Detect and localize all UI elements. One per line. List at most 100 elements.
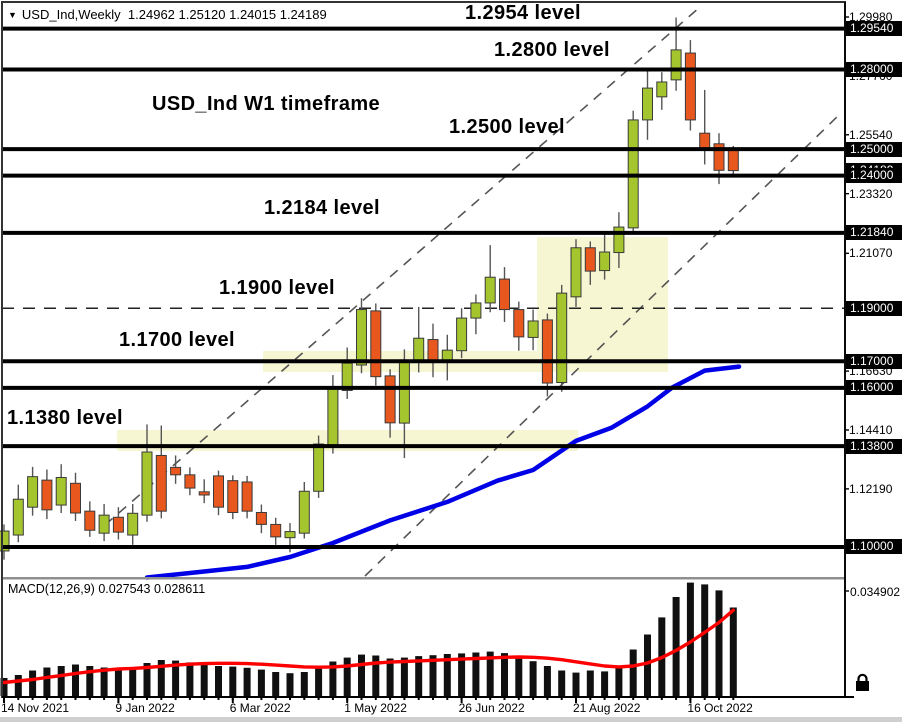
time-axis-label: 16 Oct 2022	[687, 701, 753, 715]
pane-divider[interactable]	[2, 577, 845, 580]
candle-body	[198, 491, 210, 496]
time-axis-label: 26 Jun 2022	[458, 701, 525, 715]
candle-body	[155, 454, 167, 512]
macd-histogram-bar	[615, 666, 623, 696]
macd-histogram-bar	[172, 660, 180, 696]
candle-body	[356, 309, 367, 366]
candle-body	[12, 498, 24, 536]
macd-signal-line	[2, 608, 735, 685]
time-axis-label: 14 Nov 2021	[1, 701, 70, 715]
macd-histogram-bar	[43, 667, 51, 696]
candle-body	[613, 226, 625, 254]
candle-body	[41, 479, 53, 511]
lock-icon	[856, 673, 869, 691]
macd-histogram-bar	[72, 664, 79, 696]
candle-body	[670, 49, 682, 81]
chart-symbol-period: USD_Ind,Weekly	[21, 7, 121, 22]
macd-histogram-bar	[672, 597, 680, 696]
level-annotation: 1.1900 level	[219, 277, 336, 299]
price-axis-label: 1.12190	[849, 481, 893, 496]
macd-histogram-bar	[572, 672, 580, 696]
macd-histogram-bar	[358, 654, 365, 696]
macd-histogram-bar	[114, 669, 122, 696]
candle-body	[713, 143, 725, 171]
level-annotation: 1.2500 level	[449, 116, 566, 138]
macd-histogram-bar	[129, 667, 137, 696]
macd-histogram-bar	[272, 672, 280, 696]
macd-histogram-bar	[157, 660, 165, 696]
price-level-badge: 1.17000	[846, 353, 902, 369]
macd-histogram-bar	[400, 657, 408, 696]
time-axis-label: 21 Aug 2022	[573, 701, 641, 715]
macd-histogram-bar	[243, 667, 251, 696]
macd-histogram-bar	[343, 657, 351, 696]
price-level-badge: 1.25000	[846, 141, 902, 157]
macd-histogram-bar	[57, 666, 65, 696]
candle-body	[527, 320, 539, 338]
candle-body	[70, 482, 81, 514]
macd-histogram-bar	[644, 634, 651, 696]
candle-body	[499, 278, 510, 311]
price-axis-label: 1.23320	[849, 186, 893, 201]
dashed-trendline	[104, 6, 701, 526]
macd-histogram-bar	[586, 670, 594, 696]
macd-histogram-bar	[515, 656, 523, 696]
price-axis-label: 1.29980	[849, 10, 893, 24]
candle-body	[298, 490, 310, 534]
price-level-badge: 1.21840	[846, 225, 902, 241]
macd-histogram-bar	[286, 673, 294, 696]
price-level-badge: 1.28000	[846, 62, 902, 78]
macd-histogram-bar	[29, 670, 37, 696]
macd-histogram-bar	[300, 672, 308, 696]
macd-histogram-bar	[558, 670, 566, 696]
candle-body	[0, 530, 10, 552]
candle-body	[398, 359, 410, 424]
level-annotation: 1.2184 level	[264, 197, 381, 219]
candle-body	[470, 302, 482, 319]
candle-body	[98, 514, 110, 534]
price-level-badge: 1.19000	[846, 300, 902, 316]
macd-axis-tick-label: 0.034902	[850, 585, 901, 599]
candle-body	[427, 339, 439, 363]
macd-histogram-bar	[143, 663, 151, 696]
chart-ohlc-values: 1.24962 1.25120 1.24015 1.24189	[127, 7, 327, 22]
macd-histogram-bar	[329, 661, 337, 696]
macd-histogram-bar	[472, 652, 480, 696]
candle-body	[570, 247, 582, 298]
macd-histogram-bar	[86, 666, 94, 696]
macd-histogram-bar	[0, 678, 8, 696]
level-annotation: USD_Ind W1 timeframe	[152, 93, 381, 115]
candle-body	[384, 375, 396, 424]
price-axis-label: 1.14410	[849, 422, 893, 437]
macd-histogram-bar	[415, 656, 423, 696]
macd-histogram-bar	[486, 651, 494, 696]
candle-body	[327, 387, 339, 446]
macd-histogram-bar	[186, 662, 194, 696]
candle-body	[84, 510, 96, 531]
candle-body	[170, 466, 182, 476]
price-level-badge: 1.29540	[846, 21, 902, 37]
macd-histogram-bar	[229, 666, 237, 696]
price-level-badge: 1.13800	[846, 438, 902, 454]
candle-body	[484, 276, 496, 304]
macd-histogram-bar	[543, 666, 551, 696]
macd-histogram-bar	[215, 666, 222, 696]
macd-histogram-bar	[715, 590, 723, 696]
price-level-badge: 1.16000	[846, 380, 902, 396]
level-annotation: 1.2954 level	[465, 2, 582, 24]
candle-body	[112, 516, 124, 533]
macd-histogram-bar	[315, 667, 323, 696]
candle-body	[656, 81, 668, 98]
price-axis-label: 1.25540	[849, 127, 893, 142]
candle-body	[227, 480, 239, 513]
macd-histogram-bar	[200, 664, 208, 696]
macd-histogram-bar	[386, 658, 394, 696]
candle-body	[270, 523, 282, 538]
price-level-badge: 1.10000	[846, 539, 902, 555]
moving-average-line	[144, 364, 742, 580]
candle-body	[27, 476, 39, 508]
macd-histogram-bar	[458, 653, 466, 696]
chevron-down-icon[interactable]: ▼	[8, 10, 17, 20]
